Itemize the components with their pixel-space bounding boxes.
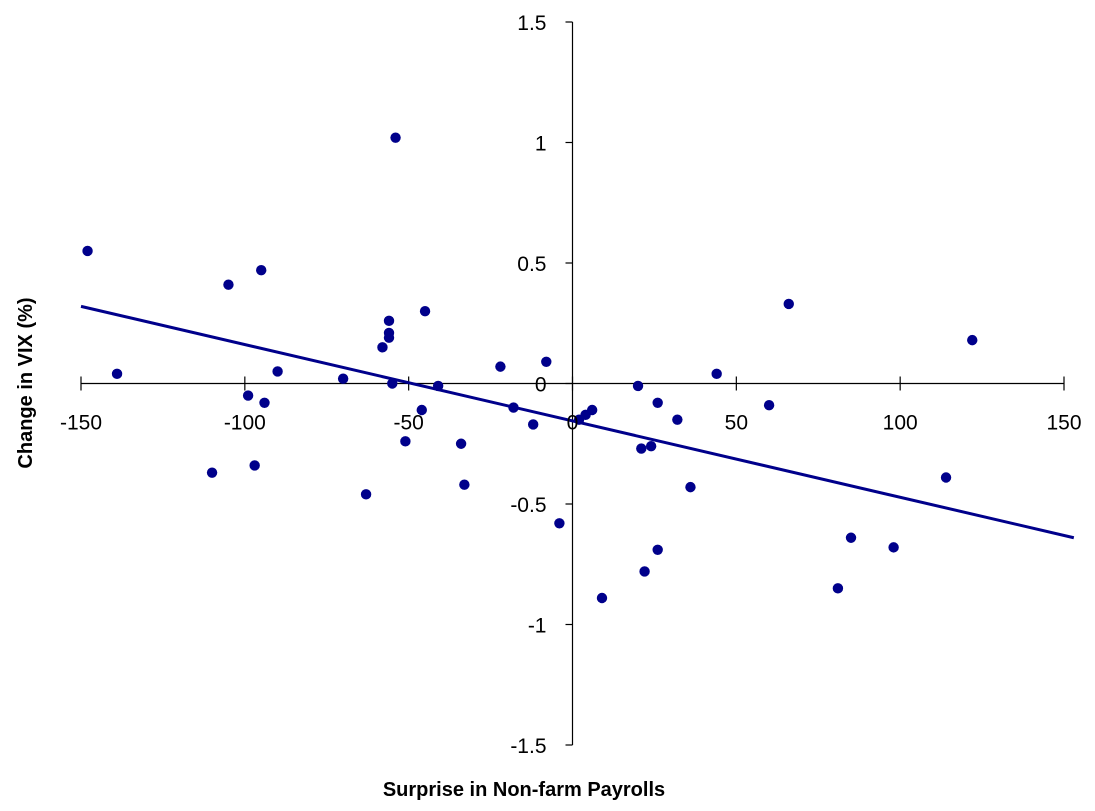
data-point	[383, 332, 395, 343]
data-point	[783, 298, 794, 310]
y-tick-label: -1.5	[510, 735, 546, 758]
data-point	[888, 542, 899, 553]
data-point	[832, 583, 844, 594]
data-point	[377, 342, 388, 353]
data-point	[390, 132, 401, 143]
data-point	[387, 378, 398, 389]
data-point	[360, 489, 372, 500]
data-point	[206, 467, 218, 478]
data-point	[82, 245, 93, 257]
y-tick-label: -1	[528, 615, 547, 638]
data-point	[639, 566, 650, 577]
data-point	[845, 532, 857, 543]
y-tick-label: 0.5	[517, 253, 546, 276]
data-point	[337, 373, 349, 384]
data-point	[527, 419, 539, 430]
tick-labels: -150 -100 -50 0 50 100 150 1.5 1 0.5 0 -0.5 -1 -1.5	[60, 12, 1082, 758]
data-point	[256, 265, 267, 276]
data-point	[259, 397, 270, 408]
data-point	[541, 356, 552, 368]
data-point	[596, 592, 608, 604]
data-point	[223, 279, 234, 290]
x-axis-title: Surprise in Non-farm Payrolls	[383, 779, 665, 801]
y-tick-label: 0	[535, 374, 547, 397]
data-points	[82, 132, 978, 604]
data-point	[652, 397, 663, 408]
data-point	[636, 443, 647, 454]
data-point	[432, 380, 444, 392]
x-tick-label: 50	[725, 412, 748, 435]
data-point	[652, 544, 663, 555]
data-point	[940, 472, 952, 483]
data-point	[459, 479, 470, 490]
axes	[80, 21, 1065, 746]
data-point	[685, 481, 696, 493]
data-point	[508, 402, 519, 413]
data-point	[672, 414, 683, 425]
data-point	[416, 404, 427, 416]
data-point	[554, 518, 565, 529]
data-point	[632, 380, 644, 392]
y-tick-label: -0.5	[510, 494, 546, 517]
data-point	[111, 368, 123, 380]
data-point	[272, 366, 283, 377]
data-point	[495, 361, 506, 372]
data-point	[763, 399, 775, 411]
data-point	[967, 334, 978, 346]
data-point	[419, 306, 431, 317]
data-point	[242, 390, 254, 401]
data-point	[400, 436, 411, 447]
data-point	[249, 460, 260, 471]
y-tick-label: 1	[535, 133, 547, 156]
y-axis-title: Change in VIX (%)	[15, 297, 37, 468]
x-tick-label: 100	[883, 412, 918, 435]
data-point	[383, 315, 395, 327]
data-point	[455, 438, 467, 449]
data-point	[586, 404, 598, 416]
data-point	[645, 440, 657, 452]
x-tick-label: 0	[567, 412, 579, 435]
data-point	[711, 368, 722, 380]
x-tick-label: -50	[393, 412, 423, 435]
x-tick-label: -150	[60, 412, 102, 435]
x-tick-label: -100	[224, 412, 266, 435]
y-tick-label: 1.5	[517, 12, 546, 35]
x-tick-label: 150	[1046, 412, 1081, 435]
